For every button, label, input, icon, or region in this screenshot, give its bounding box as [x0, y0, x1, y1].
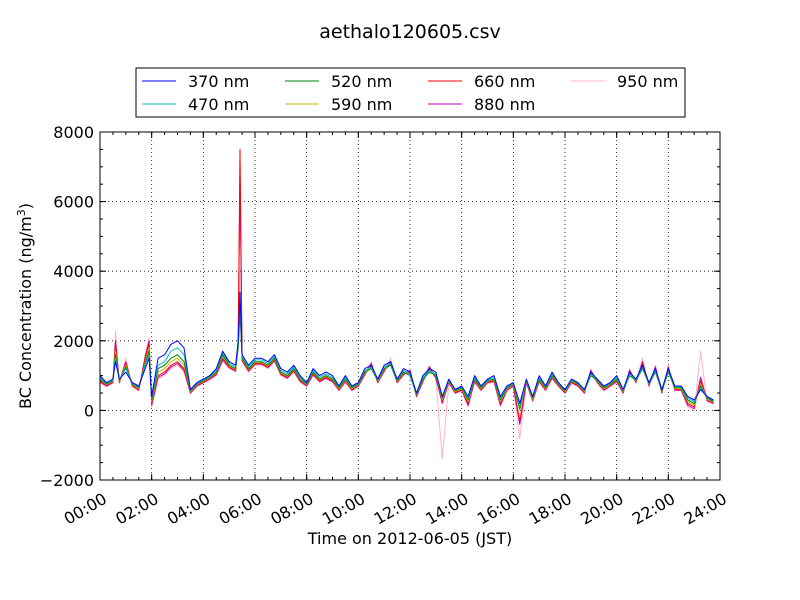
- y-tick-label: 6000: [53, 193, 94, 212]
- legend-label: 660 nm: [474, 72, 535, 91]
- y-axis-label-close: ): [16, 203, 35, 209]
- legend-label: 520 nm: [331, 72, 392, 91]
- y-axis-label: BC Concentration (ng/m3): [15, 203, 35, 409]
- y-axis-label-main: BC Concentration (ng/m: [16, 216, 35, 409]
- legend-label: 950 nm: [617, 72, 678, 91]
- legend-box: [135, 67, 686, 118]
- series-lines: [99, 148, 714, 460]
- x-axis-label: Time on 2012-06-05 (JST): [307, 529, 512, 548]
- series-line-370-nm: [99, 291, 714, 404]
- y-tick-label: 8000: [53, 123, 94, 142]
- y-tick-label: 2000: [53, 332, 94, 351]
- chart-title: aethalo120605.csv: [319, 21, 501, 43]
- y-tick-label: 0: [84, 401, 94, 420]
- legend-label: 590 nm: [331, 95, 392, 114]
- legend-label: 370 nm: [188, 72, 249, 91]
- y-tick-label: −2000: [40, 471, 94, 490]
- y-tick-label: 4000: [53, 262, 94, 281]
- legend-label: 880 nm: [474, 95, 535, 114]
- legend: 370 nm 470 nm 520 nm 590 nm 660 nm 880 nm 950 …: [135, 67, 686, 118]
- legend-label: 470 nm: [188, 95, 249, 114]
- y-axis-label-superscript: 3: [15, 209, 28, 216]
